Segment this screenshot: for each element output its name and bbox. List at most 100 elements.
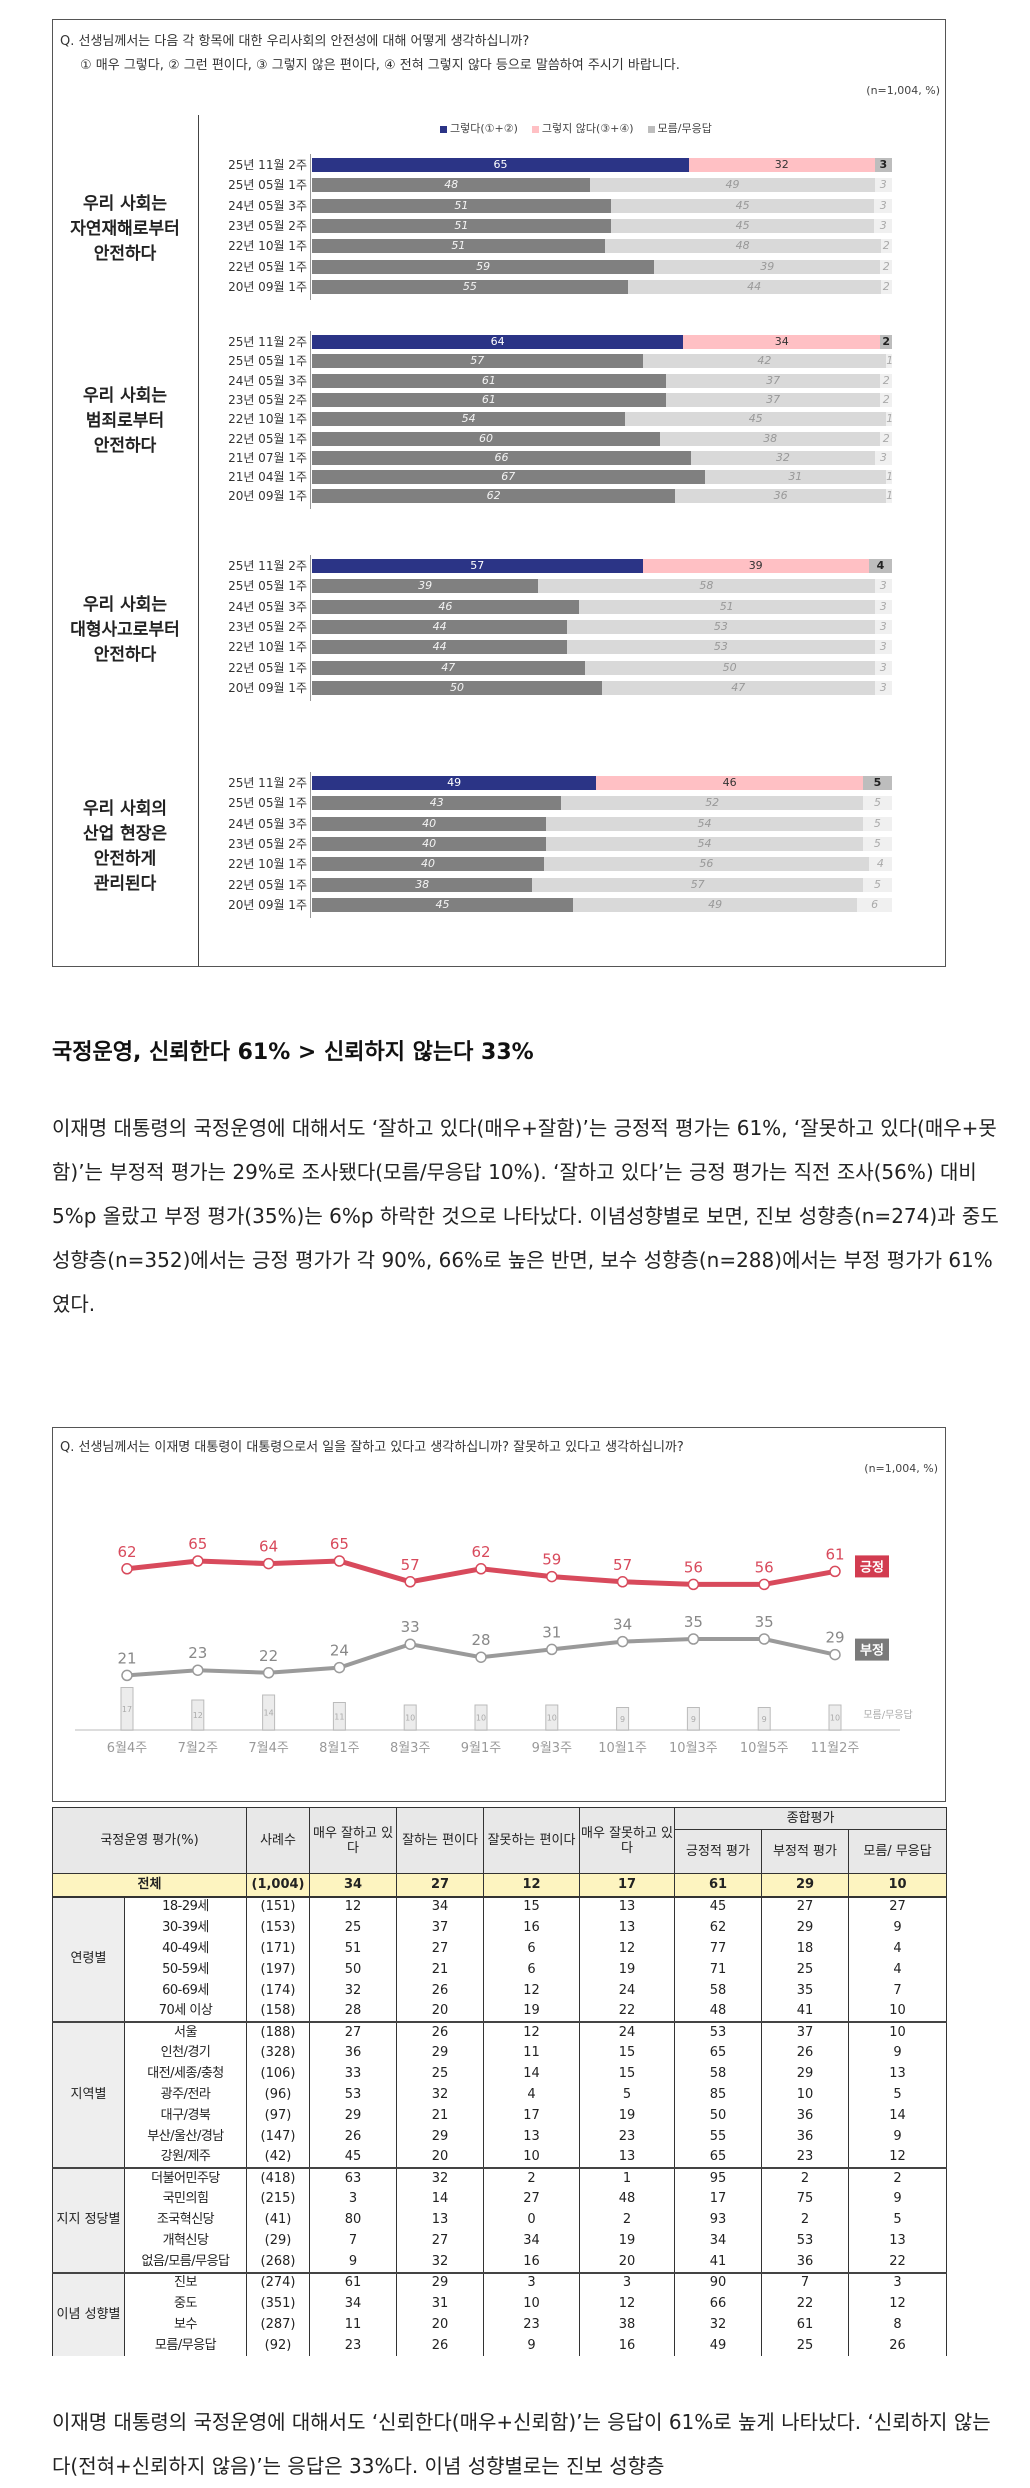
row-date: 25년 05월 1주 <box>228 796 307 811</box>
cell-value: 2 <box>761 2209 850 2231</box>
cell-value: 66 <box>674 2293 763 2315</box>
cell-value: 2 <box>848 2167 948 2189</box>
cell-value: 61 <box>674 1873 763 1898</box>
section-label: 우리 사회는 대형사고로부터 안전하다 <box>52 593 198 668</box>
bar-axis <box>310 555 311 702</box>
negative-point <box>546 1643 558 1656</box>
bar-no: 37 <box>665 392 881 407</box>
chart1-question-line1: Q. 선생님께서는 다음 각 항목에 대한 우리사회의 안전성에 대해 어떻게 … <box>60 34 530 49</box>
x-tick-label: 9월3주 <box>532 1741 573 1756</box>
cell-value: 11 <box>309 2314 398 2336</box>
cell-value: 34 <box>309 1873 398 1898</box>
row-date: 23년 05월 2주 <box>228 392 307 407</box>
bar-no: 46 <box>596 776 863 790</box>
row-date: 22년 05월 1주 <box>228 259 307 274</box>
bar-axis <box>310 772 311 919</box>
cell-value: 23 <box>579 2126 676 2148</box>
row-date: 20년 09월 1주 <box>228 489 307 504</box>
cell-value: 7 <box>761 2271 850 2294</box>
bar-yes: 51 <box>312 198 611 213</box>
cell-value: 45 <box>309 2147 398 2169</box>
negative-label: 31 <box>542 1623 561 1641</box>
header-col: 잘하는 편이다 <box>396 1807 485 1874</box>
bar-dk: 1 <box>886 489 892 504</box>
cell-value: 19 <box>579 2230 676 2252</box>
row-date: 20년 09월 1주 <box>228 279 307 294</box>
x-tick-label: 8월3주 <box>390 1741 431 1756</box>
chart2-question: Q. 선생님께서는 이재명 대통령이 대통령으로서 일을 잘하고 있다고 생각하… <box>60 1440 684 1455</box>
table-row: 대구/경북 (97) 29 21 17 19 50 36 14 <box>53 2105 948 2127</box>
cell-value: 24 <box>579 1980 676 2001</box>
legend-dk-label: 모름/무응답 <box>657 122 712 135</box>
bar-yes: 66 <box>312 450 691 465</box>
bar-dk: 3 <box>874 599 892 614</box>
bar-dk: 5 <box>862 816 892 831</box>
cell-value: 13 <box>579 1896 676 1918</box>
table-row: 60-69세 (174) 32 26 12 24 58 35 7 <box>53 1980 948 2001</box>
positive-point <box>262 1557 275 1570</box>
positive-point <box>758 1578 770 1591</box>
bar-yes: 50 <box>312 680 602 695</box>
negative-point <box>192 1664 204 1676</box>
cell-value: 48 <box>674 2000 763 2022</box>
cell-value: 17 <box>483 2105 581 2127</box>
bar-no: 32 <box>689 158 875 172</box>
chart2-unit: (n=1,004, %) <box>864 1462 938 1475</box>
cell-value: 26 <box>761 2042 850 2064</box>
positive-point <box>616 1576 629 1588</box>
dk-bar-label: 9 <box>620 1715 625 1724</box>
negative-label: 21 <box>117 1649 136 1667</box>
row-label: 60-69세 <box>123 1980 248 2001</box>
chart1-legend: 그렇다(①+②) 그렇지 않다(③+④) 모름/무응답 <box>440 120 712 136</box>
bar-yes: 47 <box>312 660 585 675</box>
row-date: 23년 05월 2주 <box>228 836 307 851</box>
cell-value: 18 <box>761 1938 850 1960</box>
bar-yes: 65 <box>312 158 689 172</box>
legend-no-label: 그렇지 않다(③+④) <box>541 122 634 135</box>
bar-yes: 51 <box>312 239 605 254</box>
cell-value: 53 <box>761 2230 850 2252</box>
cell-value: 32 <box>396 2251 485 2273</box>
cell-value: 6 <box>483 1959 581 1981</box>
table-row: 인천/경기 (328) 36 29 11 15 65 26 9 <box>53 2042 948 2064</box>
section-label: 우리 사회는 범죄로부터 안전하다 <box>52 384 198 459</box>
cell-value: 41 <box>761 2000 850 2022</box>
bar-axis <box>310 331 311 509</box>
cell-value: 2 <box>579 2209 676 2231</box>
bar-no: 34 <box>683 335 881 349</box>
cell-value: 20 <box>396 2000 485 2022</box>
negative-label: 34 <box>613 1616 632 1634</box>
bar-no: 39 <box>642 559 869 573</box>
row-date: 25년 11월 2주 <box>228 559 307 573</box>
table-row: 개혁신당 (29) 7 27 34 19 34 53 13 <box>53 2230 948 2252</box>
cell-value: 95 <box>674 2167 763 2189</box>
row-label: 70세 이상 <box>123 2000 248 2022</box>
bar-no: 53 <box>567 640 875 655</box>
bar-no: 50 <box>584 660 875 675</box>
cell-value: 12 <box>848 2147 948 2169</box>
cell-value: 4 <box>848 1959 948 1981</box>
cell-value: 23 <box>309 2335 398 2357</box>
table-row: 대전/세종/충청 (106) 33 25 14 15 58 29 13 <box>53 2063 948 2085</box>
header-summary-col: 모름/ 무응답 <box>848 1829 948 1874</box>
bar-dk: 5 <box>863 877 892 892</box>
x-tick-label: 8월1주 <box>319 1741 360 1756</box>
bar-no: 45 <box>610 198 875 213</box>
cell-value: 27 <box>396 1938 485 1960</box>
cell-value: 33 <box>309 2063 398 2085</box>
cell-value: 4 <box>483 2084 581 2106</box>
cell-value: 25 <box>761 1959 850 1981</box>
table-row: 부산/울산/경남 (147) 26 29 13 23 55 36 9 <box>53 2126 948 2148</box>
row-n: (96) <box>246 2084 311 2106</box>
row-date: 25년 11월 2주 <box>228 335 307 349</box>
bar-yes: 61 <box>312 373 666 388</box>
x-tick-label: 10월1주 <box>598 1741 647 1756</box>
cell-value: 90 <box>674 2271 763 2294</box>
bar-no: 32 <box>691 450 875 465</box>
bar-axis <box>310 154 311 301</box>
bar-dk: 2 <box>880 239 892 254</box>
table-row: 30-39세 (153) 25 37 16 13 62 29 9 <box>53 1917 948 1939</box>
bar-dk: 3 <box>874 680 892 695</box>
row-n: (174) <box>246 1980 311 2001</box>
row-date: 21년 04월 1주 <box>228 470 307 485</box>
